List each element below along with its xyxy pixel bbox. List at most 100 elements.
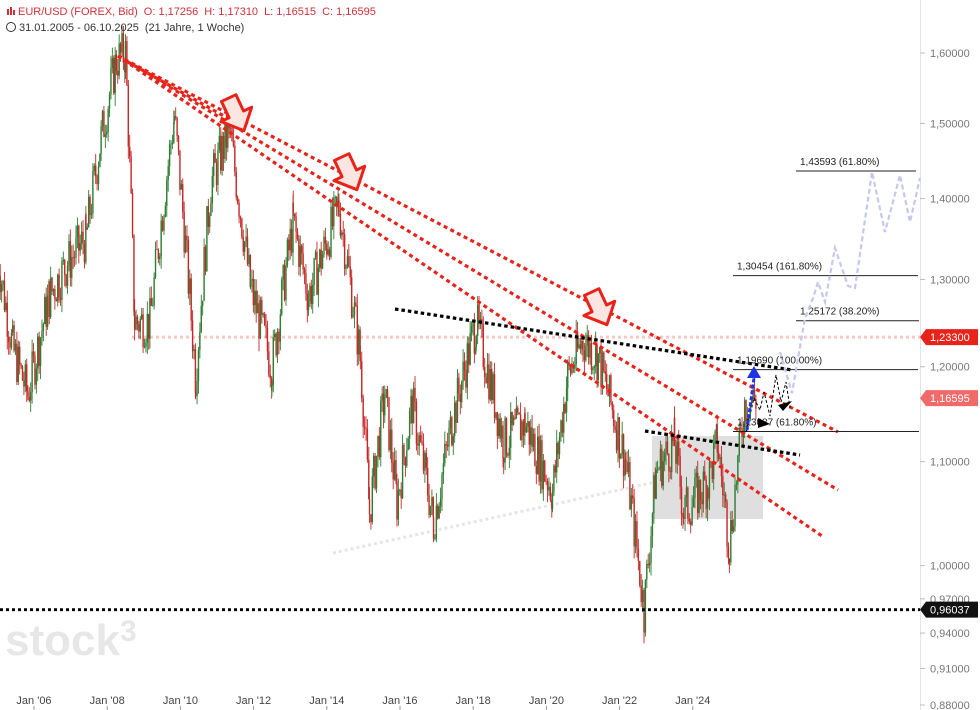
price-candles: [0, 25, 757, 644]
candle-body: [279, 314, 282, 342]
candle-body: [590, 343, 593, 371]
candle-body: [546, 481, 549, 491]
candle-body: [251, 278, 253, 282]
candle-body: [200, 305, 202, 332]
candle-body: [176, 117, 178, 136]
candle-body: [514, 417, 516, 419]
candle-body: [93, 165, 95, 172]
candle-body: [719, 457, 721, 459]
candle-body: [519, 414, 522, 441]
candle-body: [18, 346, 21, 365]
candle-body: [191, 320, 194, 352]
candle-body: [274, 333, 276, 338]
candle-body: [743, 400, 746, 434]
candle-body: [288, 239, 290, 251]
candle-body: [714, 431, 716, 443]
candle-body: [368, 499, 371, 515]
candle-body: [196, 381, 198, 397]
candle-body: [446, 445, 449, 447]
candle-body: [73, 257, 76, 259]
x-axis-ticks: Jan '06 Jan '08 Jan '10 Jan '12 Jan '14 Jan '…: [16, 695, 710, 710]
candle-body: [600, 347, 602, 387]
candle-body: [706, 488, 709, 509]
candle-body: [363, 426, 366, 428]
candle-body: [124, 41, 127, 73]
candle-body: [382, 393, 385, 416]
candle-body: [156, 249, 158, 251]
candle-body: [641, 589, 644, 602]
candle-body: [418, 435, 420, 446]
candle-body: [23, 380, 25, 387]
candle-body: [678, 441, 680, 456]
price-badge-label: 0,96037: [930, 605, 970, 617]
y-tick-label: 1,50000: [930, 118, 970, 130]
candle-body: [269, 375, 271, 379]
candle-body: [292, 202, 294, 253]
candle-body: [615, 429, 618, 451]
candle-body: [692, 498, 695, 508]
candle-body: [99, 153, 101, 167]
candle-body: [271, 385, 273, 391]
candle-body: [115, 54, 118, 71]
candle-body: [87, 196, 90, 228]
candle-body: [567, 362, 569, 389]
candle-body: [560, 420, 562, 438]
candle-body: [307, 301, 310, 311]
candle-body: [276, 331, 279, 356]
candle-body: [524, 412, 526, 433]
candle-body: [85, 214, 87, 230]
candle-body: [293, 213, 296, 217]
x-tick-label: Jan '12: [236, 695, 271, 707]
candle-body: [323, 236, 325, 255]
candle-body: [727, 546, 730, 559]
candle-body: [646, 564, 648, 580]
candle-body: [498, 418, 500, 437]
candle-body: [462, 361, 464, 382]
candle-body: [627, 462, 630, 472]
candle-body: [722, 476, 724, 496]
candle-body: [385, 389, 387, 398]
candle-body: [673, 417, 676, 446]
symbol-name[interactable]: EUR/USD (FOREX, Bid): [18, 6, 138, 18]
ohlc-low: L: 1,16515: [264, 6, 317, 18]
candle-body: [131, 192, 134, 236]
candle-body: [95, 165, 97, 177]
candle-body: [232, 141, 235, 147]
candle-body: [403, 444, 405, 458]
candle-body: [314, 251, 317, 259]
candle-body: [133, 311, 136, 330]
candle-body: [585, 345, 587, 361]
candle-body: [289, 228, 291, 251]
candle-body: [658, 469, 660, 471]
candle-body: [160, 220, 162, 257]
candle-body: [352, 315, 354, 318]
price-badge-bg: [920, 601, 978, 618]
candle-body: [479, 319, 482, 322]
candle-body: [702, 471, 705, 505]
x-tick-label: Jan '08: [90, 695, 125, 707]
chart-header: EUR/USD (FOREX, Bid) O: 1,17256 H: 1,17310…: [6, 6, 382, 18]
candle-body: [320, 249, 322, 269]
candle-body: [90, 213, 93, 216]
candle-body: [334, 196, 336, 198]
down-arrow-icon: [582, 287, 617, 327]
candle-body: [86, 227, 88, 230]
candle-body: [242, 237, 244, 252]
candle-body: [704, 471, 706, 480]
black-trendlines: [394, 307, 801, 457]
candle-body: [342, 232, 344, 235]
candle-body: [531, 427, 533, 447]
symbol-icon: [6, 6, 16, 16]
candle-body: [593, 366, 595, 369]
downtrend-line-4: [127, 60, 239, 126]
candle-body: [534, 433, 536, 467]
candle-body: [142, 314, 144, 348]
candle-body: [37, 336, 39, 369]
candle-body: [734, 484, 736, 527]
x-tick-label: Jan '20: [529, 695, 564, 707]
candle-body: [488, 364, 490, 400]
candle-body: [622, 434, 625, 476]
candle-body: [485, 377, 487, 383]
candle-body: [507, 454, 509, 456]
candle-body: [723, 494, 725, 496]
